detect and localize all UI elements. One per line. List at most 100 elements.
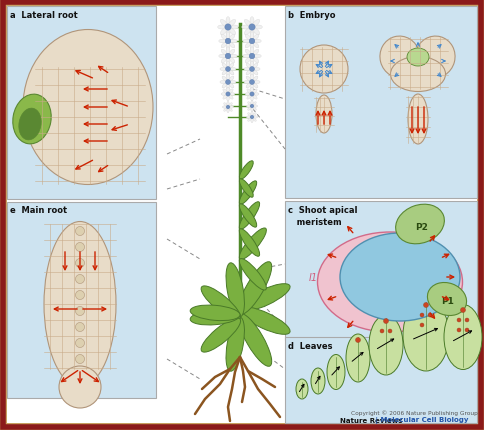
FancyBboxPatch shape: [7, 7, 156, 200]
Circle shape: [250, 68, 255, 72]
FancyBboxPatch shape: [285, 202, 477, 340]
Ellipse shape: [250, 18, 254, 26]
Text: a  Lateral root: a Lateral root: [10, 11, 78, 20]
Ellipse shape: [444, 305, 482, 370]
Ellipse shape: [253, 106, 258, 108]
Ellipse shape: [13, 95, 51, 144]
Ellipse shape: [253, 58, 259, 64]
Ellipse shape: [224, 108, 227, 112]
Ellipse shape: [229, 108, 232, 112]
Ellipse shape: [229, 20, 236, 27]
Ellipse shape: [254, 81, 260, 84]
Ellipse shape: [240, 161, 253, 180]
FancyBboxPatch shape: [7, 7, 477, 423]
Circle shape: [249, 39, 255, 45]
Ellipse shape: [220, 68, 226, 71]
Ellipse shape: [251, 108, 253, 113]
Ellipse shape: [229, 58, 235, 64]
Ellipse shape: [251, 119, 253, 123]
Ellipse shape: [247, 95, 251, 100]
Ellipse shape: [250, 33, 254, 40]
Ellipse shape: [226, 18, 230, 26]
Circle shape: [249, 25, 255, 31]
Ellipse shape: [239, 228, 266, 260]
Ellipse shape: [251, 88, 253, 93]
Ellipse shape: [253, 90, 257, 94]
FancyBboxPatch shape: [7, 203, 156, 398]
Ellipse shape: [250, 71, 254, 78]
Ellipse shape: [240, 284, 290, 311]
Ellipse shape: [246, 77, 251, 82]
Ellipse shape: [254, 55, 261, 58]
Ellipse shape: [245, 50, 251, 56]
Ellipse shape: [245, 35, 251, 41]
Circle shape: [388, 329, 392, 333]
Ellipse shape: [244, 20, 251, 27]
Text: | Molecular Cell Biology: | Molecular Cell Biology: [373, 416, 469, 423]
Ellipse shape: [391, 57, 445, 92]
Text: c  Shoot apical
   meristem: c Shoot apical meristem: [288, 206, 358, 226]
Ellipse shape: [254, 40, 261, 44]
Ellipse shape: [247, 90, 251, 94]
Ellipse shape: [240, 179, 253, 198]
Ellipse shape: [253, 102, 256, 106]
Ellipse shape: [229, 90, 233, 94]
Ellipse shape: [253, 29, 259, 36]
Circle shape: [76, 291, 85, 300]
Ellipse shape: [223, 95, 227, 100]
Ellipse shape: [253, 43, 259, 49]
Ellipse shape: [222, 84, 227, 89]
FancyBboxPatch shape: [285, 7, 477, 199]
Ellipse shape: [226, 263, 244, 317]
Ellipse shape: [190, 310, 240, 325]
Ellipse shape: [253, 77, 258, 82]
Text: e  Main root: e Main root: [10, 206, 67, 215]
Circle shape: [424, 303, 428, 308]
Ellipse shape: [243, 40, 250, 44]
Ellipse shape: [248, 102, 251, 106]
Ellipse shape: [227, 62, 229, 68]
Text: d  Leaves: d Leaves: [288, 341, 333, 350]
Ellipse shape: [242, 26, 250, 30]
Circle shape: [457, 328, 461, 332]
Ellipse shape: [253, 50, 259, 56]
Ellipse shape: [250, 44, 254, 51]
Ellipse shape: [218, 26, 226, 30]
Ellipse shape: [253, 64, 258, 69]
Ellipse shape: [229, 35, 235, 41]
Ellipse shape: [403, 299, 449, 371]
Ellipse shape: [227, 96, 229, 101]
Ellipse shape: [250, 30, 254, 38]
Ellipse shape: [229, 95, 233, 100]
Ellipse shape: [246, 117, 251, 119]
Ellipse shape: [229, 84, 234, 89]
Ellipse shape: [227, 109, 229, 114]
Ellipse shape: [226, 44, 230, 51]
Ellipse shape: [245, 43, 251, 49]
Ellipse shape: [224, 104, 227, 107]
Ellipse shape: [227, 85, 229, 91]
Circle shape: [428, 313, 432, 317]
Ellipse shape: [222, 71, 227, 76]
Ellipse shape: [369, 315, 403, 375]
Ellipse shape: [230, 26, 238, 30]
Ellipse shape: [346, 334, 370, 382]
Ellipse shape: [254, 93, 259, 96]
Ellipse shape: [23, 31, 153, 185]
Circle shape: [76, 339, 85, 348]
Circle shape: [225, 54, 231, 60]
Circle shape: [225, 39, 231, 45]
Circle shape: [226, 68, 230, 72]
Ellipse shape: [244, 29, 251, 36]
Ellipse shape: [221, 50, 227, 56]
Circle shape: [383, 319, 389, 324]
Text: Nature Reviews: Nature Reviews: [340, 417, 403, 423]
Text: P2: P2: [416, 223, 428, 232]
Ellipse shape: [427, 283, 467, 316]
Circle shape: [249, 54, 255, 60]
Ellipse shape: [222, 64, 227, 69]
Ellipse shape: [415, 37, 455, 79]
Circle shape: [420, 323, 424, 327]
Ellipse shape: [311, 368, 325, 394]
Ellipse shape: [246, 84, 251, 89]
